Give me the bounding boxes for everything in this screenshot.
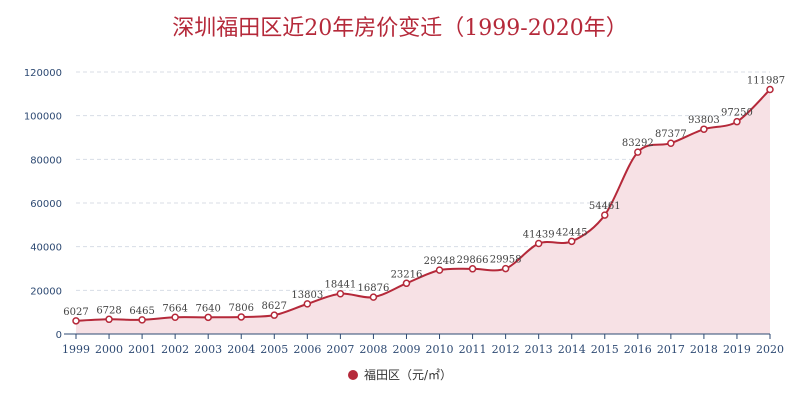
data-label: 13803	[291, 290, 323, 301]
x-tick-label: 2002	[161, 343, 189, 356]
data-label: 29866	[457, 255, 489, 266]
data-label: 42445	[556, 227, 588, 238]
data-label: 23216	[391, 269, 423, 280]
x-tick-label: 2016	[624, 343, 652, 356]
data-label: 54461	[589, 201, 621, 212]
data-label: 8627	[262, 301, 287, 312]
data-label: 29958	[490, 255, 522, 266]
data-point[interactable]	[171, 313, 179, 322]
x-tick-label: 1999	[62, 343, 90, 356]
data-point[interactable]	[72, 317, 80, 325]
area-layer	[76, 89, 770, 334]
data-point[interactable]	[601, 211, 609, 219]
x-tick-label: 2018	[690, 343, 718, 356]
data-point[interactable]	[402, 279, 411, 288]
legend-marker	[347, 370, 358, 380]
x-tick-label: 2008	[359, 343, 387, 356]
x-tick-label: 2006	[293, 343, 321, 356]
data-point[interactable]	[105, 315, 113, 324]
y-tick-label: 100000	[24, 112, 62, 123]
data-label: 111987	[747, 75, 785, 86]
data-label: 87377	[655, 129, 687, 140]
data-label: 6728	[96, 305, 121, 316]
data-label: 97250	[721, 108, 753, 119]
x-tick-label: 2015	[591, 343, 619, 356]
data-label: 93803	[688, 115, 720, 126]
x-tick-label: 2012	[492, 343, 520, 356]
y-tick-label: 20000	[30, 286, 62, 297]
data-point[interactable]	[567, 237, 576, 246]
data-point[interactable]	[634, 148, 642, 156]
x-tick-label: 2011	[459, 343, 487, 356]
data-point[interactable]	[766, 85, 774, 94]
x-tick-label: 2017	[657, 343, 685, 356]
data-label: 83292	[622, 138, 654, 149]
data-point[interactable]	[534, 239, 543, 248]
data-label: 6465	[129, 306, 154, 317]
grid-layer	[76, 71, 770, 291]
data-label: 7806	[229, 303, 254, 314]
x-tick-layer: 1999 2000 2001 2002 2003 2004 2005 2006 2007 2008…	[62, 343, 784, 356]
data-point[interactable]	[435, 266, 444, 274]
chart-title: 深圳福田区近20年房价变迁（1999-2020年）	[172, 16, 628, 41]
point-layer	[72, 85, 774, 325]
x-tick-label: 2005	[260, 343, 288, 356]
y-tick-label: 120000	[24, 68, 62, 79]
y-tick-label: 0	[56, 330, 62, 341]
series-area-fill	[76, 89, 770, 334]
data-point[interactable]	[369, 293, 378, 301]
y-tick-label: 60000	[30, 199, 62, 210]
x-tick-label: 2010	[426, 343, 454, 356]
data-point[interactable]	[237, 313, 245, 321]
data-label: 6027	[63, 307, 88, 318]
x-tick-label: 2019	[723, 343, 751, 356]
x-tick-label: 2000	[95, 343, 123, 356]
y-tick-label: 80000	[30, 155, 62, 166]
y-tick-layer: 0 20000 40000 60000 80000 100000 120000	[24, 68, 62, 341]
x-tick-label: 2013	[525, 343, 553, 356]
x-tick-label: 2001	[128, 343, 156, 356]
data-label: 16876	[358, 283, 390, 294]
x-tick-label: 2014	[558, 343, 586, 356]
x-tick-label: 2003	[194, 343, 222, 356]
data-point[interactable]	[303, 300, 312, 308]
data-label: 7664	[162, 303, 187, 314]
x-tick-label: 2009	[392, 343, 420, 356]
legend[interactable]: 福田区（元/㎡）	[0, 366, 800, 383]
data-point[interactable]	[138, 316, 146, 324]
x-tick-label: 2020	[756, 343, 784, 356]
data-point[interactable]	[700, 125, 708, 133]
data-point[interactable]	[733, 117, 741, 126]
line-layer	[75, 88, 771, 322]
x-tick-label: 2007	[326, 343, 354, 356]
legend-label: 福田区（元/㎡）	[363, 368, 453, 382]
data-point[interactable]	[468, 265, 477, 273]
data-label: 18441	[324, 280, 356, 291]
x-tick-label: 2004	[227, 343, 255, 356]
y-tick-label: 40000	[30, 243, 62, 254]
data-label: 41439	[523, 230, 555, 241]
data-point[interactable]	[336, 289, 345, 298]
axis-layer	[64, 333, 771, 339]
data-point[interactable]	[501, 264, 510, 273]
data-label: 7640	[195, 303, 220, 314]
data-label: 29248	[424, 256, 456, 267]
data-point[interactable]	[667, 139, 675, 147]
series-line	[75, 88, 771, 322]
data-point[interactable]	[204, 313, 212, 322]
data-point[interactable]	[270, 311, 279, 319]
